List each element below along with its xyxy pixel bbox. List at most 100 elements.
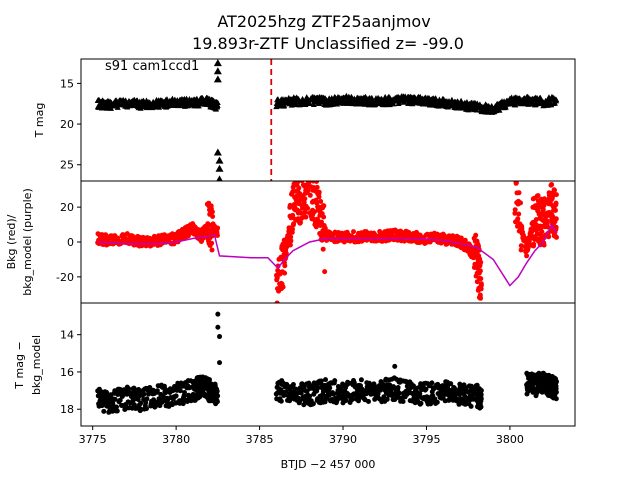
data-point: [314, 181, 319, 184]
data-point: [356, 398, 361, 404]
data-point: [366, 399, 371, 404]
data-point: [308, 171, 313, 176]
data-point: [396, 390, 402, 396]
series-line-bkg_model: [97, 222, 558, 287]
data-point: [305, 171, 310, 176]
data-point: [209, 240, 215, 246]
data-point: [478, 108, 485, 115]
outliers-top: [213, 59, 224, 181]
outlier-point: [392, 363, 398, 369]
data-point: [358, 377, 364, 383]
outliers-middle: [322, 269, 328, 275]
y-tick-label: 18: [60, 403, 74, 416]
data-point: [343, 398, 349, 403]
data-point: [312, 209, 318, 215]
data-point: [315, 385, 321, 391]
data-point: [214, 233, 220, 238]
y-tick-label: 0: [67, 236, 74, 249]
data-point: [467, 397, 473, 403]
data-point: [320, 246, 326, 252]
data-point: [327, 385, 333, 391]
outlier-point: [217, 360, 223, 366]
x-tick-label: 3795: [412, 433, 440, 446]
data-point: [502, 104, 509, 110]
data-point: [173, 393, 179, 399]
chart-title-line2: 19.893r-ZTF Unclassified z= -99.0: [192, 34, 464, 53]
data-point: [330, 391, 336, 397]
data-point: [478, 404, 484, 410]
outlier-point: [213, 59, 222, 67]
data-point: [318, 378, 324, 384]
data-point: [288, 238, 294, 244]
outlier-point: [216, 175, 223, 181]
data-point: [210, 214, 216, 219]
data-point: [280, 284, 286, 290]
panel-bottom: 14 16 18 3775 3780 3785 3790 3795 3800: [60, 302, 576, 446]
data-point: [290, 212, 296, 218]
data-point: [282, 270, 288, 276]
panel-middle: 20 0 -20: [56, 171, 576, 309]
data-point: [535, 193, 541, 199]
data-point: [513, 181, 519, 186]
data-point: [334, 101, 341, 107]
data-point: [468, 403, 474, 409]
x-tick-label: 3775: [79, 433, 107, 446]
data-point: [479, 304, 484, 309]
x-tick-label: 3800: [496, 433, 524, 446]
data-point: [545, 224, 551, 230]
data-point: [316, 194, 322, 200]
x-tick-label: 3790: [329, 433, 357, 446]
outlier-point: [213, 67, 222, 75]
data-point: [478, 396, 484, 402]
data-point: [290, 382, 296, 387]
data-point: [478, 392, 484, 397]
panel-top: 15 20 25: [60, 58, 576, 182]
data-point: [310, 401, 316, 407]
plot-area-middle: [95, 171, 559, 309]
data-point: [214, 102, 221, 108]
series-Bkg: [95, 171, 559, 309]
data-point: [302, 209, 308, 215]
data-point: [302, 196, 308, 202]
data-point: [214, 399, 220, 405]
data-point: [291, 221, 297, 227]
y-tick-label: 20: [60, 118, 74, 131]
data-point: [478, 276, 484, 282]
data-point: [321, 203, 327, 209]
data-point: [114, 404, 119, 410]
data-point: [209, 247, 215, 253]
data-point: [553, 207, 558, 213]
outlier-point: [217, 334, 223, 340]
data-point: [305, 205, 311, 211]
data-point: [401, 238, 407, 244]
data-point: [319, 219, 324, 225]
data-point: [434, 399, 440, 405]
data-point: [305, 188, 311, 194]
data-point: [310, 181, 312, 182]
top-ylabel: T mag: [33, 103, 46, 139]
series-points-bottom: [95, 370, 559, 415]
data-point: [478, 259, 484, 265]
data-point: [207, 377, 212, 383]
data-point: [307, 175, 312, 180]
data-point: [147, 385, 153, 390]
plot-area-top: [94, 59, 560, 181]
data-point: [215, 225, 221, 231]
data-point: [515, 216, 521, 222]
data-point: [314, 184, 320, 190]
x-tick-label: 3785: [246, 433, 274, 446]
data-point: [288, 102, 295, 108]
data-point: [321, 214, 327, 220]
data-point: [214, 388, 220, 394]
y-tick-label: 25: [60, 159, 74, 172]
data-point: [518, 247, 524, 253]
data-point: [478, 295, 483, 301]
outlier-point: [213, 148, 222, 156]
data-point: [303, 214, 309, 220]
outlier-point: [322, 269, 328, 275]
data-point: [299, 174, 304, 179]
data-point: [103, 232, 109, 238]
data-point: [539, 229, 545, 235]
data-point: [324, 396, 330, 402]
